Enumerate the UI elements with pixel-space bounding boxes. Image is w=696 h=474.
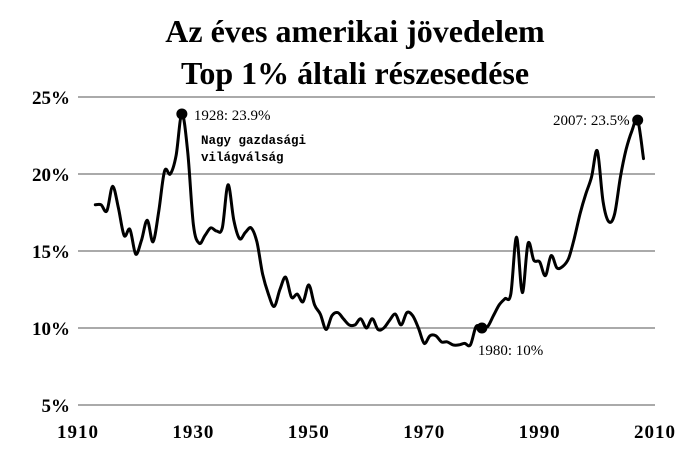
x-tick-label: 2010	[634, 422, 676, 443]
annotation-marker	[176, 108, 188, 120]
annotations: 1928: 23.9% 1980: 10% 2007: 23.5%	[176, 108, 644, 359]
annotation-label: 2007: 23.5%	[553, 113, 630, 129]
x-axis-ticks: 1910 1930 1950 1970 1990 2010	[57, 422, 676, 443]
annotation-label: 1928: 23.9%	[194, 108, 271, 124]
chart-title-line-2: Top 1% általi részesedése	[181, 55, 529, 91]
y-tick-label: 20%	[32, 165, 70, 186]
x-tick-label: 1970	[403, 422, 445, 443]
x-tick-label: 1990	[519, 422, 561, 443]
y-tick-label: 5%	[42, 396, 71, 417]
chart-title-line-1: Az éves amerikai jövedelem	[165, 13, 545, 49]
grid-lines	[78, 96, 655, 406]
x-tick-label: 1930	[172, 422, 214, 443]
note-line-1: Nagy gazdasági	[201, 134, 306, 148]
note-line-2: világválság	[201, 151, 284, 165]
x-tick-label: 1950	[288, 422, 330, 443]
series-line-top1-share	[93, 112, 645, 348]
y-tick-label: 15%	[32, 242, 70, 263]
x-tick-label: 1910	[57, 422, 99, 443]
annotation-label: 1980: 10%	[478, 343, 543, 359]
y-tick-label: 10%	[32, 319, 70, 340]
y-axis-ticks: 5% 10% 15% 20% 25%	[32, 88, 70, 417]
annotation-marker	[476, 322, 488, 334]
annotation-marker	[632, 114, 644, 126]
y-tick-label: 25%	[32, 88, 70, 109]
